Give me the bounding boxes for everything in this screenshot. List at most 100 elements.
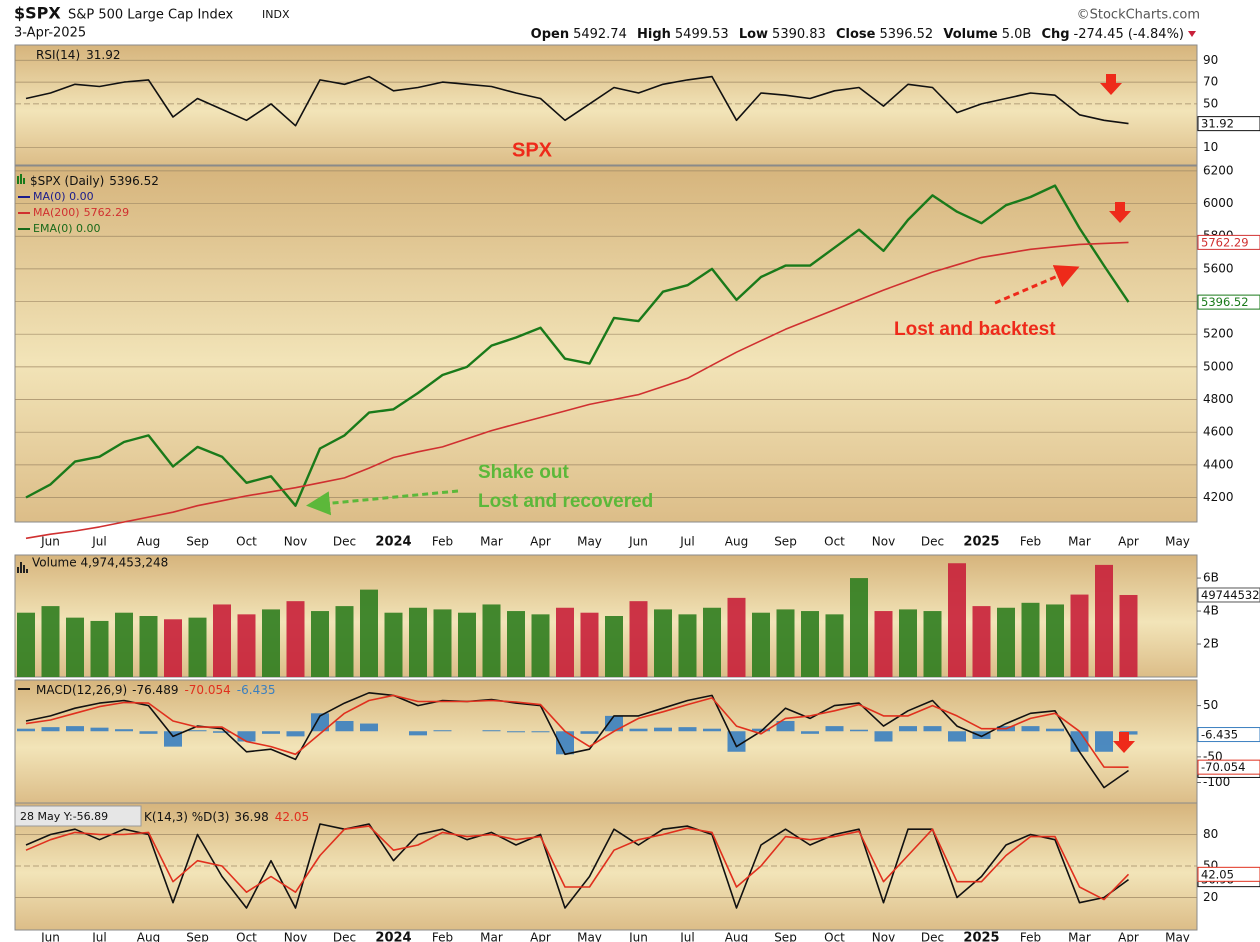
down-arrow [1113,732,1135,753]
value-tag-box [1197,234,1260,250]
series-group [25,823,1130,909]
bar [433,730,452,732]
bar [654,727,672,732]
x-tick-label: Jun [40,931,60,942]
bar [801,611,819,677]
cursor-box [14,805,142,827]
bar [776,609,795,677]
bar [237,614,256,677]
bar [678,727,697,732]
series-group [17,563,1138,677]
x-tick-label: 2024 [375,535,411,550]
macd-title: MACD(12,26,9) -76.489 -70.054 -6.435 [36,683,275,697]
x-tick-label: Aug [725,535,748,549]
bar [17,728,35,732]
y-tick-label: 4800 [1203,392,1234,406]
quote-value: 5499.53 [675,27,729,42]
bar [1021,602,1040,677]
legend-value: 5762.29 [84,206,130,219]
x-tick-label: Nov [872,931,895,942]
exchange: INDX [262,8,290,21]
x-tick-label: Mar [1068,535,1091,549]
bar [850,729,868,732]
quote-label: Volume [943,27,998,42]
rsi-value: 31.92 [86,48,120,62]
stoch-name: K(14,3) %D(3) [144,810,229,824]
x-tick-label: Sep [186,931,209,942]
y-tick-label: 4B [1203,604,1219,618]
bar [825,726,844,732]
value-tag: 5396.52 [1201,295,1249,309]
annotation: Shake out [478,462,569,483]
source: ©StockCharts.com [1077,8,1200,23]
bar [703,728,721,732]
symbol: $SPX [14,4,61,23]
bar [311,713,329,732]
legend-entry: $SPX (Daily) 5396.52 [30,174,159,188]
plot-area: 1050709031.92420044004600480050005200540… [14,44,1260,942]
y-tick-label: 5600 [1203,261,1234,275]
bar [115,729,133,732]
quote-label: Close [836,27,876,42]
bar [948,731,966,742]
bar [629,728,648,732]
bar [213,731,231,733]
bar [433,609,452,677]
bar [384,612,403,677]
index-name: S&P 500 Large Cap Index [68,8,234,23]
bar [678,614,697,677]
x-tick-label: Dec [333,931,356,942]
bar [752,612,770,677]
stoch-value: 42.05 [275,810,309,824]
bar [1070,594,1089,677]
quote-value: 5390.83 [772,27,826,42]
volume-title: Volume 4,974,453,248 [32,556,168,570]
arrow [306,489,459,516]
bar [874,611,893,677]
y-tick-label: -100 [1203,775,1230,789]
bar [580,612,599,677]
bar [139,731,158,734]
series-line [25,241,1129,540]
x-tick-label: Sep [774,931,797,942]
x-tick-label: Feb [432,535,453,549]
bar [458,612,476,677]
legend-entry: MA(0) 0.00 [33,190,94,203]
x-tick-label: 2025 [963,931,999,942]
bar [66,617,84,677]
value-tag: 4974453248 [1201,588,1260,602]
bar [115,612,133,677]
bar [1095,564,1113,677]
arrow [994,265,1080,305]
y-tick-label: 80 [1203,827,1218,841]
x-tick-label: Nov [872,535,895,549]
bar [188,617,207,677]
y-tick-label: 5200 [1203,327,1234,341]
y-tick-label: 4400 [1203,457,1234,471]
bar [801,731,819,734]
bar [41,727,60,732]
y-tick-label: 50 [1203,698,1218,712]
bar [311,611,329,677]
x-tick-label: Dec [333,535,356,549]
x-tick-label: Nov [284,535,307,549]
y-tick-label: 6B [1203,571,1219,585]
bar [1046,604,1064,677]
x-tick-label: Aug [137,931,160,942]
x-tick-label: Jul [679,535,694,549]
bar [335,606,354,677]
stoch-value: 36.98 [234,810,268,824]
bar [997,607,1015,677]
value-tag-box [1197,116,1260,132]
x-tick-label: Oct [824,931,845,942]
panel-background [14,165,1198,523]
y-tick-label: 50 [1203,96,1218,110]
bar [531,614,550,677]
x-tick-label: Sep [186,535,209,549]
quote-label: Open [531,27,569,42]
x-tick-label: Jul [91,931,106,942]
x-tick-label: Aug [725,931,748,942]
y-tick-label: 4200 [1203,490,1234,504]
bar [899,609,917,677]
